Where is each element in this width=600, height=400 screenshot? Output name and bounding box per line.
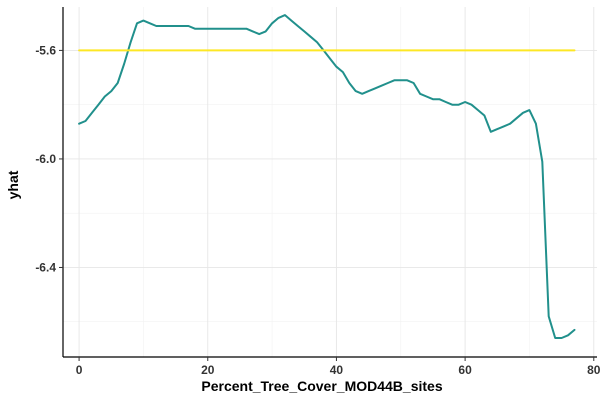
y-axis-title: yhat bbox=[5, 170, 21, 199]
y-tick-label: -6.4 bbox=[35, 260, 56, 274]
x-axis-title: Percent_Tree_Cover_MOD44B_sites bbox=[201, 378, 442, 394]
y-tick-label: -5.6 bbox=[35, 43, 56, 57]
x-tick-label: 0 bbox=[76, 363, 83, 377]
x-ticks: 0 20 40 60 80 bbox=[76, 357, 600, 377]
series-layer bbox=[78, 14, 576, 339]
y-tick-label: -6.0 bbox=[35, 152, 56, 166]
x-tick-label: 60 bbox=[458, 363, 472, 377]
x-tick-label: 80 bbox=[587, 363, 600, 377]
x-tick-label: 20 bbox=[201, 363, 215, 377]
x-tick-label: 40 bbox=[330, 363, 344, 377]
grid-minor bbox=[63, 7, 597, 357]
y-ticks: -6.4 -6.0 -5.6 bbox=[35, 43, 63, 274]
prediction-line bbox=[78, 14, 576, 339]
